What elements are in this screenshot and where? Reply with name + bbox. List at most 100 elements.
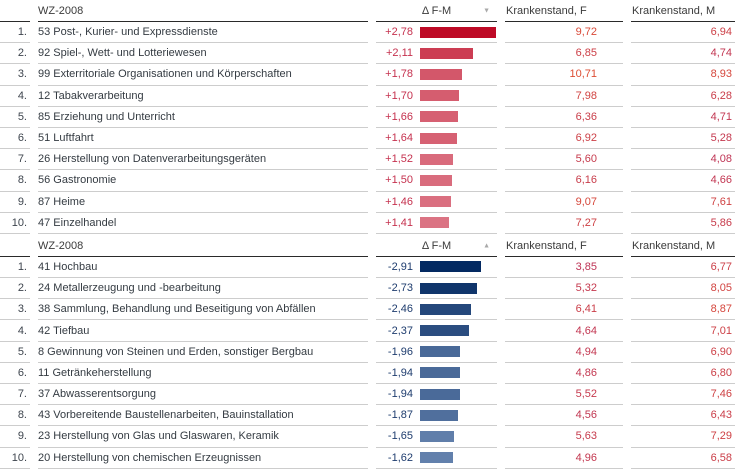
table-row[interactable]: 10. 47 Einzelhandel +1,41 7,27 5,86 <box>0 213 735 234</box>
table-row[interactable]: 4. 42 Tiefbau -2,37 4,64 7,01 <box>0 320 735 342</box>
table-row[interactable]: 1. 53 Post-, Kurier- und Expressdienste … <box>0 22 735 44</box>
delta-value: +2,78 <box>385 26 413 39</box>
rank-cell: 9. <box>0 426 30 448</box>
rank-cell: 8. <box>0 405 30 427</box>
krankenstand-m-cell: 4,66 <box>631 170 735 192</box>
table-row[interactable]: 9. 23 Herstellung von Glas und Glaswaren… <box>0 426 735 448</box>
delta-bar <box>420 26 496 38</box>
table-row[interactable]: 10. 20 Herstellung von chemischen Erzeug… <box>0 448 735 469</box>
column-header-krankenstand-f[interactable]: Krankenstand, F <box>505 236 623 257</box>
delta-cell: -1,94 <box>376 384 497 406</box>
delta-bar <box>420 196 451 208</box>
delta-value: +1,64 <box>385 132 413 145</box>
table-row[interactable]: 3. 38 Sammlung, Behandlung und Beseitigu… <box>0 299 735 321</box>
delta-cell: -2,91 <box>376 257 497 279</box>
table-row[interactable]: 8. 43 Vorbereitende Baustellenarbeiten, … <box>0 405 735 427</box>
delta-bar <box>420 68 462 80</box>
krankenstand-f-cell: 6,36 <box>505 107 623 128</box>
delta-cell: +2,78 <box>376 22 497 44</box>
sort-descending-icon[interactable]: ▼ <box>483 7 490 15</box>
delta-bar <box>420 367 460 379</box>
krankenstand-f-cell: 7,98 <box>505 86 623 107</box>
table-row[interactable]: 6. 51 Luftfahrt +1,64 6,92 5,28 <box>0 128 735 150</box>
delta-value: +1,50 <box>385 174 413 187</box>
column-header-delta-f-m[interactable]: Δ F-M ▲ <box>376 236 497 257</box>
column-header-delta-label: Δ F-M <box>421 239 452 252</box>
delta-value: +1,66 <box>385 110 413 123</box>
krankenstand-f-cell: 4,94 <box>505 342 623 363</box>
krankenstand-m-cell: 6,80 <box>631 363 735 384</box>
delta-value: -1,62 <box>387 451 413 464</box>
delta-cell: -2,73 <box>376 278 497 300</box>
rank-cell: 1. <box>0 22 30 44</box>
krankenstand-f-cell: 7,27 <box>505 213 623 234</box>
table-row[interactable]: 2. 92 Spiel-, Wett- und Lotteriewesen +2… <box>0 43 735 65</box>
delta-value: -2,46 <box>387 303 413 316</box>
delta-cell: -1,94 <box>376 363 497 384</box>
sort-ascending-icon[interactable]: ▲ <box>483 242 490 250</box>
column-header-rank <box>0 236 30 257</box>
sector-name-cell: 53 Post-, Kurier- und Expressdienste <box>38 22 368 44</box>
sector-name-cell: 26 Herstellung von Datenverarbeitungsger… <box>38 149 368 171</box>
sector-name-cell: 87 Heime <box>38 192 368 213</box>
column-header-krankenstand-m[interactable]: Krankenstand, M <box>631 1 735 22</box>
krankenstand-m-cell: 4,74 <box>631 43 735 65</box>
column-header-wz2008[interactable]: WZ-2008 <box>38 1 368 22</box>
delta-bar <box>420 47 473 59</box>
krankenstand-f-cell: 9,07 <box>505 192 623 213</box>
table-delta-negative: WZ-2008 Δ F-M ▲ Krankenstand, F Krankens… <box>0 236 735 469</box>
krankenstand-f-cell: 4,86 <box>505 363 623 384</box>
table-row[interactable]: 7. 37 Abwasserentsorgung -1,94 5,52 7,46 <box>0 384 735 406</box>
delta-cell: +1,70 <box>376 86 497 107</box>
column-header-delta-f-m[interactable]: Δ F-M ▼ <box>376 1 497 22</box>
table-row[interactable]: 9. 87 Heime +1,46 9,07 7,61 <box>0 192 735 213</box>
rank-cell: 3. <box>0 64 30 86</box>
delta-bar <box>420 388 460 400</box>
column-header-krankenstand-f[interactable]: Krankenstand, F <box>505 1 623 22</box>
sector-name-cell: 20 Herstellung von chemischen Erzeugniss… <box>38 448 368 469</box>
table-row[interactable]: 1. 41 Hochbau -2,91 3,85 6,77 <box>0 257 735 279</box>
table-header-row: WZ-2008 Δ F-M ▼ Krankenstand, F Krankens… <box>0 1 735 22</box>
krankenstand-f-cell: 6,92 <box>505 128 623 150</box>
delta-bar <box>420 174 453 186</box>
table-row[interactable]: 6. 11 Getränkeherstellung -1,94 4,86 6,8… <box>0 363 735 384</box>
sector-name-cell: 56 Gastronomie <box>38 170 368 192</box>
table-row[interactable]: 7. 26 Herstellung von Datenverarbeitungs… <box>0 149 735 171</box>
krankenstand-f-cell: 4,64 <box>505 320 623 342</box>
delta-bar <box>420 409 459 421</box>
delta-bar <box>420 90 459 102</box>
table-row[interactable]: 8. 56 Gastronomie +1,50 6,16 4,66 <box>0 170 735 192</box>
krankenstand-m-cell: 7,61 <box>631 192 735 213</box>
krankenstand-f-cell: 9,72 <box>505 22 623 44</box>
column-header-krankenstand-m[interactable]: Krankenstand, M <box>631 236 735 257</box>
table-row[interactable]: 5. 8 Gewinnung von Steinen und Erden, so… <box>0 342 735 363</box>
sector-name-cell: 37 Abwasserentsorgung <box>38 384 368 406</box>
rank-cell: 2. <box>0 43 30 65</box>
krankenstand-f-cell: 5,60 <box>505 149 623 171</box>
sector-name-cell: 24 Metallerzeugung und -bearbeitung <box>38 278 368 300</box>
column-header-wz2008[interactable]: WZ-2008 <box>38 236 368 257</box>
delta-bar <box>420 111 458 123</box>
table-row[interactable]: 2. 24 Metallerzeugung und -bearbeitung -… <box>0 278 735 300</box>
sector-name-cell: 8 Gewinnung von Steinen und Erden, sonst… <box>38 342 368 363</box>
rank-cell: 5. <box>0 107 30 128</box>
table-body: 1. 53 Post-, Kurier- und Expressdienste … <box>0 22 735 234</box>
delta-bar <box>420 325 470 337</box>
delta-bar <box>420 303 472 315</box>
table-row[interactable]: 5. 85 Erziehung und Unterricht +1,66 6,3… <box>0 107 735 128</box>
delta-cell: +1,52 <box>376 149 497 171</box>
table-row[interactable]: 4. 12 Tabakverarbeitung +1,70 7,98 6,28 <box>0 86 735 107</box>
delta-value: -1,94 <box>387 388 413 401</box>
sector-name-cell: 11 Getränkeherstellung <box>38 363 368 384</box>
delta-value: -2,91 <box>387 260 413 273</box>
table-row[interactable]: 3. 99 Exterritoriale Organisationen und … <box>0 64 735 86</box>
sector-name-cell: 23 Herstellung von Glas und Glaswaren, K… <box>38 426 368 448</box>
rank-cell: 10. <box>0 448 30 469</box>
krankenstand-m-cell: 6,90 <box>631 342 735 363</box>
krankenstand-m-cell: 6,43 <box>631 405 735 427</box>
sector-name-cell: 41 Hochbau <box>38 257 368 279</box>
krankenstand-m-cell: 6,28 <box>631 86 735 107</box>
krankenstand-f-cell: 6,16 <box>505 170 623 192</box>
delta-cell: +1,78 <box>376 64 497 86</box>
rank-cell: 2. <box>0 278 30 300</box>
